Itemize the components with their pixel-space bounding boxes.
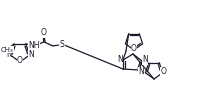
Text: O: O: [161, 67, 166, 76]
Text: N: N: [142, 56, 148, 65]
Text: N: N: [117, 55, 123, 64]
Text: N: N: [28, 50, 34, 59]
Text: N: N: [138, 67, 144, 76]
Text: O: O: [131, 44, 137, 53]
Text: O: O: [40, 28, 46, 37]
Text: S: S: [60, 40, 64, 49]
Text: N: N: [6, 50, 12, 59]
Text: NH: NH: [28, 41, 40, 50]
Text: O: O: [17, 56, 23, 65]
Text: CH₃: CH₃: [1, 47, 13, 53]
